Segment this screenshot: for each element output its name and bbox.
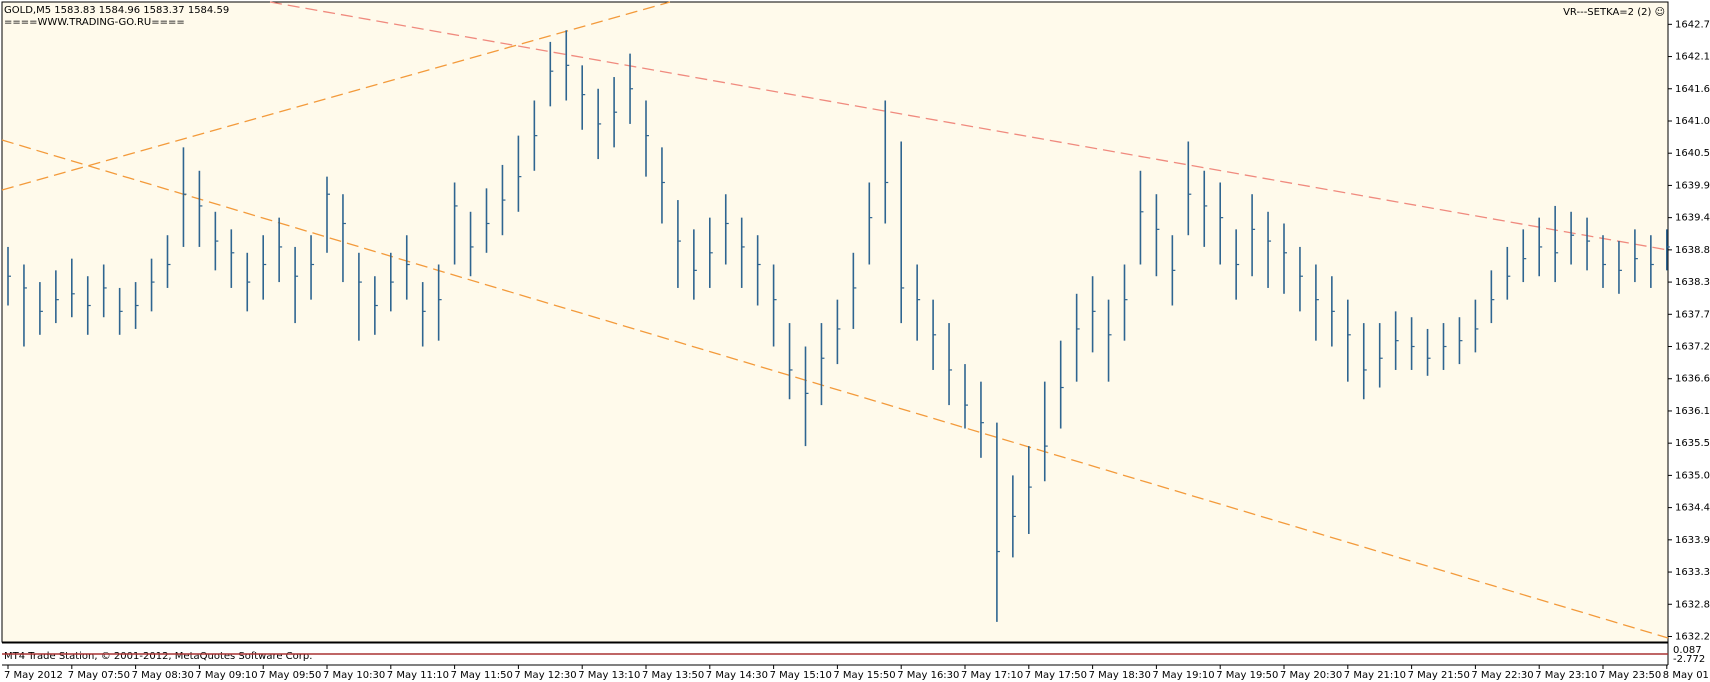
y-tick-label: 1638.30 [1675, 277, 1710, 288]
y-tick-label: 1632.80 [1675, 599, 1710, 610]
x-tick-label: 7 May 13:10 [578, 670, 640, 681]
y-tick-label: 1641.60 [1675, 84, 1710, 95]
copyright: MT4 Trade Station, © 2001-2012, MetaQuot… [4, 651, 312, 662]
x-tick-label: 7 May 12:30 [514, 670, 576, 681]
x-tick-label: 7 May 15:10 [770, 670, 832, 681]
x-tick-label: 7 May 11:10 [387, 670, 449, 681]
x-tick-label: 7 May 14:30 [706, 670, 768, 681]
x-tick-label: 7 May 19:10 [1152, 670, 1214, 681]
sub-axis-label: -2.772 [1673, 654, 1705, 665]
trendline [1, 1, 671, 191]
x-tick-label: 7 May 21:10 [1344, 670, 1406, 681]
y-tick-label: 1635.00 [1675, 470, 1710, 481]
y-tick-label: 1639.40 [1675, 213, 1710, 224]
x-tick-label: 7 May 16:30 [897, 670, 959, 681]
x-tick-label: 7 May 23:10 [1535, 670, 1597, 681]
y-tick-label: 1634.45 [1675, 503, 1710, 514]
x-tick-label: 7 May 09:10 [195, 670, 257, 681]
indicator-label: VR---SETKA=2 (2) ☺ [1563, 7, 1665, 18]
y-tick-label: 1633.90 [1675, 535, 1710, 546]
x-tick-label: 7 May 17:50 [1025, 670, 1087, 681]
y-tick-label: 1637.20 [1675, 342, 1710, 353]
y-tick-label: 1632.25 [1675, 631, 1710, 642]
x-tick-label: 7 May 09:50 [259, 670, 321, 681]
y-tick-label: 1636.10 [1675, 406, 1710, 417]
y-tick-label: 1640.50 [1675, 148, 1710, 159]
x-tick-label: 7 May 10:30 [323, 670, 385, 681]
y-tick-label: 1636.65 [1675, 374, 1710, 385]
x-tick-label: 7 May 23:50 [1599, 670, 1661, 681]
y-tick-label: 1637.75 [1675, 309, 1710, 320]
plot-area [1, 1, 1669, 643]
x-tick-label: 7 May 20:30 [1280, 670, 1342, 681]
y-tick-label: 1642.70 [1675, 19, 1710, 30]
symbol-info: GOLD,M5 1583.83 1584.96 1583.37 1584.59 [4, 5, 229, 16]
x-tick-label: 7 May 07:50 [68, 670, 130, 681]
y-tick-label: 1642.15 [1675, 52, 1710, 63]
y-tick-label: 1635.55 [1675, 438, 1710, 449]
x-tick-label: 7 May 21:50 [1408, 670, 1470, 681]
x-tick-label: 7 May 22:30 [1471, 670, 1533, 681]
y-tick-label: 1641.05 [1675, 116, 1710, 127]
x-tick-label: 7 May 11:50 [451, 670, 513, 681]
x-tick-label: 7 May 13:50 [642, 670, 704, 681]
x-tick-label: 7 May 18:30 [1089, 670, 1151, 681]
x-tick-label: 7 May 08:30 [132, 670, 194, 681]
x-tick-label: 7 May 15:50 [833, 670, 895, 681]
y-tick-label: 1633.35 [1675, 567, 1710, 578]
x-tick-label: 7 May 2012 [4, 670, 63, 681]
sub-axis-label: 0.087 [1673, 645, 1702, 656]
x-tick-label: 8 May 01: [1663, 670, 1710, 681]
x-tick-label: 7 May 17:10 [961, 670, 1023, 681]
site-label: ====WWW.TRADING-GO.RU==== [4, 17, 185, 28]
y-tick-label: 1638.85 [1675, 245, 1710, 256]
x-tick-label: 7 May 19:50 [1216, 670, 1278, 681]
trendline [269, 1, 1669, 251]
y-tick-label: 1639.95 [1675, 180, 1710, 191]
